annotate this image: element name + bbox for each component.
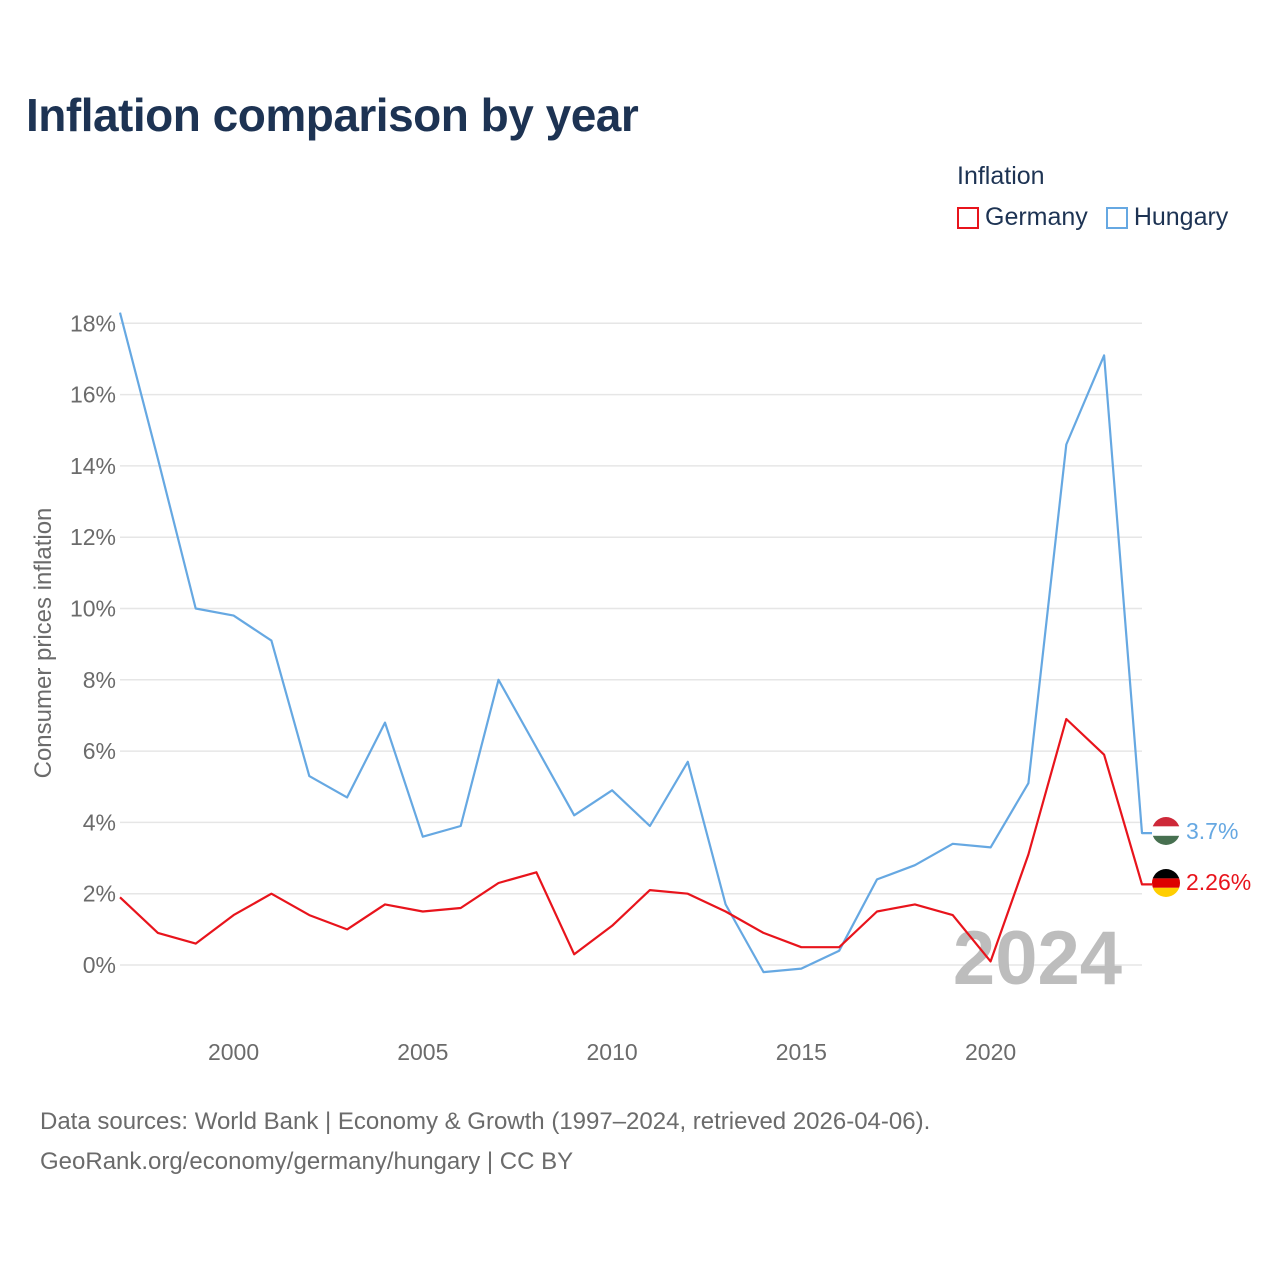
germany-end-label: 2.26%	[1186, 869, 1251, 895]
y-tick-label: 0%	[83, 952, 116, 978]
year-watermark: 2024	[953, 916, 1122, 1001]
legend-label-hungary: Hungary	[1133, 203, 1229, 231]
y-axis-ticks: 0% 2% 4% 6% 8% 10% 12% 14% 16% 18%	[70, 310, 116, 978]
chart-title: Inflation comparison by year	[26, 89, 639, 141]
y-tick-label: 18%	[70, 310, 116, 336]
legend-item-germany[interactable]: Germany	[957, 203, 1088, 232]
y-axis-label: Consumer prices inflation	[30, 508, 57, 779]
footer-attribution: GeoRank.org/economy/germany/hungary | CC…	[40, 1148, 574, 1175]
x-tick-label: 2010	[586, 1039, 637, 1065]
x-tick-label: 2000	[208, 1039, 259, 1065]
legend-swatch-germany	[957, 206, 979, 229]
x-tick-label: 2005	[397, 1039, 448, 1065]
legend-label-germany: Germany	[985, 203, 1088, 231]
y-tick-label: 10%	[70, 596, 116, 622]
legend-item-hungary[interactable]: Hungary	[1105, 203, 1229, 232]
germany-flag-icon	[1152, 869, 1180, 897]
legend-swatch-hungary	[1105, 206, 1128, 229]
legend: Germany Hungary	[957, 203, 1246, 232]
hungary-end-label: 3.7%	[1186, 818, 1238, 844]
y-tick-label: 16%	[70, 382, 116, 408]
x-axis-ticks: 2000 2005 2010 2015 2020	[208, 1039, 1016, 1065]
footer-sources: Data sources: World Bank | Economy & Gro…	[40, 1108, 931, 1135]
y-tick-label: 12%	[70, 524, 116, 550]
legend-title: Inflation	[957, 162, 1045, 190]
gridlines	[120, 322, 1142, 966]
y-tick-label: 14%	[70, 453, 116, 479]
series-lines	[118, 312, 1152, 974]
series-line-germany[interactable]	[119, 717, 1152, 963]
y-tick-label: 2%	[83, 881, 116, 907]
y-tick-label: 4%	[83, 809, 116, 835]
x-tick-label: 2015	[776, 1039, 827, 1065]
y-tick-label: 6%	[83, 738, 116, 764]
hungary-flag-icon	[1152, 817, 1180, 845]
x-tick-label: 2020	[965, 1039, 1016, 1065]
y-tick-label: 8%	[83, 667, 116, 693]
series-line-hungary[interactable]	[118, 312, 1152, 974]
